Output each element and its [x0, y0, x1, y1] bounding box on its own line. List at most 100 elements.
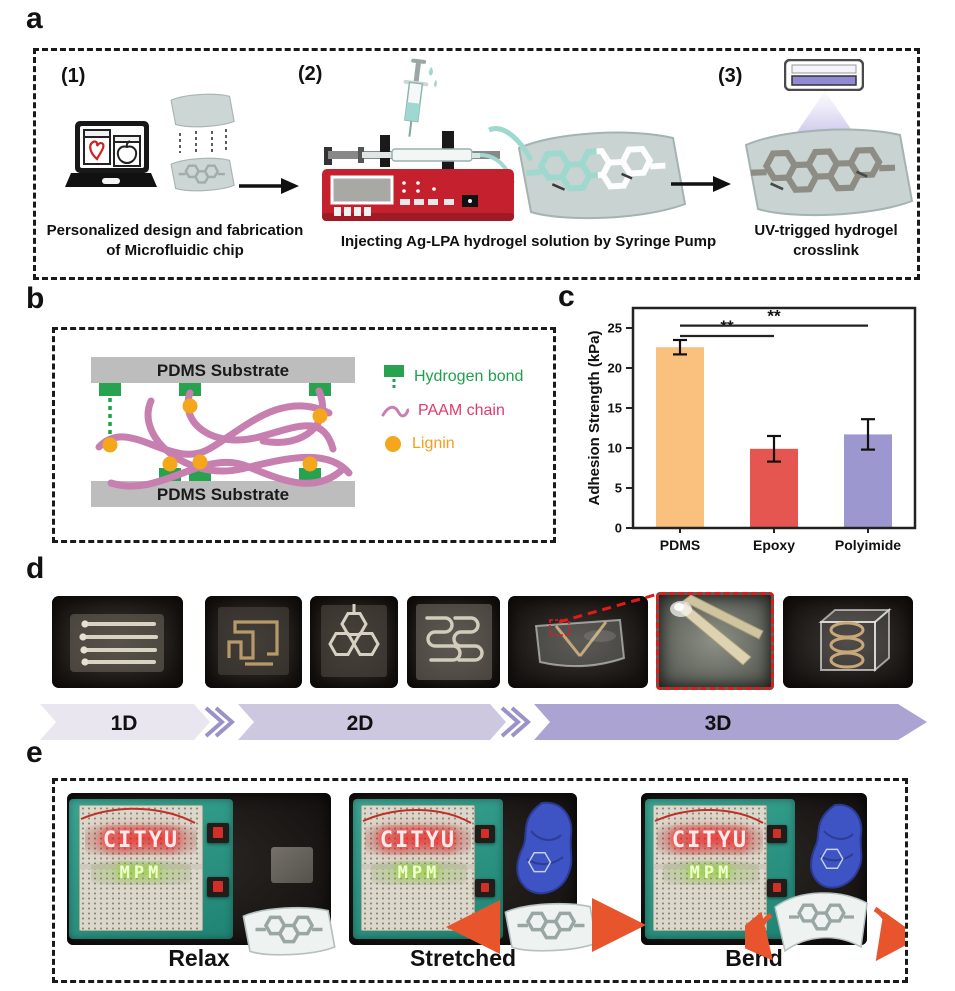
power-module — [207, 823, 229, 843]
gloved-hand — [516, 801, 573, 895]
step-3-number: (3) — [718, 65, 743, 87]
svg-text:Polyimide: Polyimide — [835, 537, 901, 553]
svg-text:Adhesion Strength (kPa): Adhesion Strength (kPa) — [586, 330, 603, 505]
design-heart-icon — [89, 140, 105, 161]
serpentine-channel-pattern — [425, 616, 484, 662]
panel-a-box: (1) Personalized design and fabrication … — [33, 48, 920, 280]
alignment-dashed-lines — [179, 129, 227, 155]
hydrogen-bond-icon — [384, 365, 404, 390]
adhesion-strength-bar-chart: PDMSEpoxyPolyimide0510152025****Adhesion… — [586, 307, 917, 553]
paam-chain-icon — [381, 405, 409, 418]
photo-1d-channels — [52, 596, 183, 688]
photo-3d-helix — [783, 596, 913, 688]
chip-inset-relax — [242, 906, 336, 956]
svg-text:15: 15 — [608, 401, 622, 416]
syringe-icon — [403, 58, 438, 137]
led-text-mpm: MPM — [91, 861, 191, 885]
maze-channel-pattern — [227, 620, 279, 666]
svg-text:Epoxy: Epoxy — [753, 537, 795, 553]
step-2-caption: Injecting Ag-LPA hydrogel solution by Sy… — [340, 233, 717, 250]
panel-e-box: CITYU MPM Relax CITYU MPM — [52, 778, 908, 983]
chip-inset-bend — [745, 892, 905, 962]
paam-chain-network — [95, 387, 353, 490]
syringe-pump-icon — [322, 131, 515, 221]
stage-3d-segment — [534, 704, 927, 740]
photo-3d-vchannel — [508, 596, 648, 688]
power-supply — [271, 847, 313, 883]
gloved-hand — [810, 803, 863, 889]
crosslinked-chip-icon — [745, 128, 913, 217]
hexagon-channel-pattern — [328, 604, 380, 656]
panel-c-label: c — [558, 280, 575, 313]
zoom-region-box — [549, 619, 570, 636]
svg-text:5: 5 — [615, 481, 622, 496]
panel-b-label: b — [26, 282, 45, 315]
transparent-cube — [820, 621, 876, 671]
stage-3d-label: 3D — [705, 712, 732, 735]
droplet-icon — [433, 79, 438, 88]
circuit-board: CITYU MPM — [69, 799, 233, 939]
led-text-mpm: MPM — [371, 861, 467, 885]
led-demo-photo-bend: CITYU MPM — [641, 793, 867, 945]
wire — [362, 808, 472, 824]
pump-display — [330, 175, 394, 205]
step-2-number: (2) — [298, 63, 323, 85]
photo-2d-serpentine — [407, 596, 500, 688]
uv-lamp-icon — [784, 59, 864, 91]
droplet-icon — [428, 66, 433, 76]
step-1-number: (1) — [61, 65, 86, 87]
power-module — [207, 877, 229, 897]
legend-label: PAAM chain — [418, 402, 505, 419]
led-text-cityu: CITYU — [365, 825, 471, 855]
photo-2d-hexagon — [310, 596, 398, 688]
dimension-progress-arrow: 1D 2D 3D — [40, 704, 927, 740]
stage-2d-label: 2D — [347, 712, 374, 735]
step-3-caption: UV-trigged hydrogel crosslink — [754, 222, 898, 259]
photo-2d-maze — [205, 596, 302, 688]
svg-text:25: 25 — [608, 321, 622, 336]
step-1-caption: Personalized design and fabrication of M… — [46, 222, 304, 259]
arrow-right-icon — [671, 176, 731, 192]
adhesion-schematic: PDMS Substrate PDMS Substrate — [91, 357, 355, 507]
legend-label: Hydrogen bond — [414, 368, 524, 385]
stage-1d-segment — [40, 704, 210, 740]
wire — [80, 807, 196, 824]
panel-d-label: d — [26, 552, 45, 585]
svg-text:10: 10 — [608, 441, 622, 456]
legend-item-paam-chain: PAAM chain — [381, 402, 505, 420]
chip-inset-stretched — [446, 898, 646, 954]
panel-b-box: PDMS Substrate PDMS Substrate — [52, 327, 556, 543]
panel-a-label: a — [26, 2, 43, 35]
legend-item-lignin: Lignin — [383, 434, 455, 454]
panel-e-label: e — [26, 736, 43, 769]
v-shaped-channel — [554, 621, 608, 657]
zoom-connector-line — [558, 592, 659, 624]
arrow-right-icon — [239, 178, 299, 194]
wire — [654, 808, 764, 824]
photo-3d-tweezers-zoom — [656, 592, 774, 690]
parallel-channel-lines — [80, 622, 158, 664]
microfluidic-chip-filled-icon — [488, 126, 686, 220]
pdms-substrate-bottom-label: PDMS Substrate — [157, 485, 289, 504]
led-text-cityu: CITYU — [657, 825, 763, 855]
transparent-block — [534, 618, 626, 668]
design-apple-icon — [116, 140, 138, 165]
power-module — [475, 825, 495, 843]
laptop-icon — [65, 121, 157, 187]
chip-stack-icon — [170, 93, 235, 192]
stage-1d-label: 1D — [111, 712, 138, 735]
bend-arrow-left-icon — [745, 911, 773, 961]
tweezer-prong — [682, 595, 764, 640]
power-module — [767, 825, 787, 843]
svg-text:0: 0 — [615, 521, 622, 536]
svg-text:20: 20 — [608, 361, 622, 376]
state-label-relax: Relax — [168, 945, 230, 971]
bend-arrow-right-icon — [873, 906, 905, 962]
legend-label: Lignin — [412, 435, 455, 452]
svg-text:**: ** — [767, 307, 781, 326]
led-demo-photo-relax: CITYU MPM — [67, 793, 331, 945]
pump-buttons — [334, 207, 371, 216]
chevron-separator-icon — [500, 706, 532, 738]
bent-chip-sheet — [774, 892, 868, 953]
